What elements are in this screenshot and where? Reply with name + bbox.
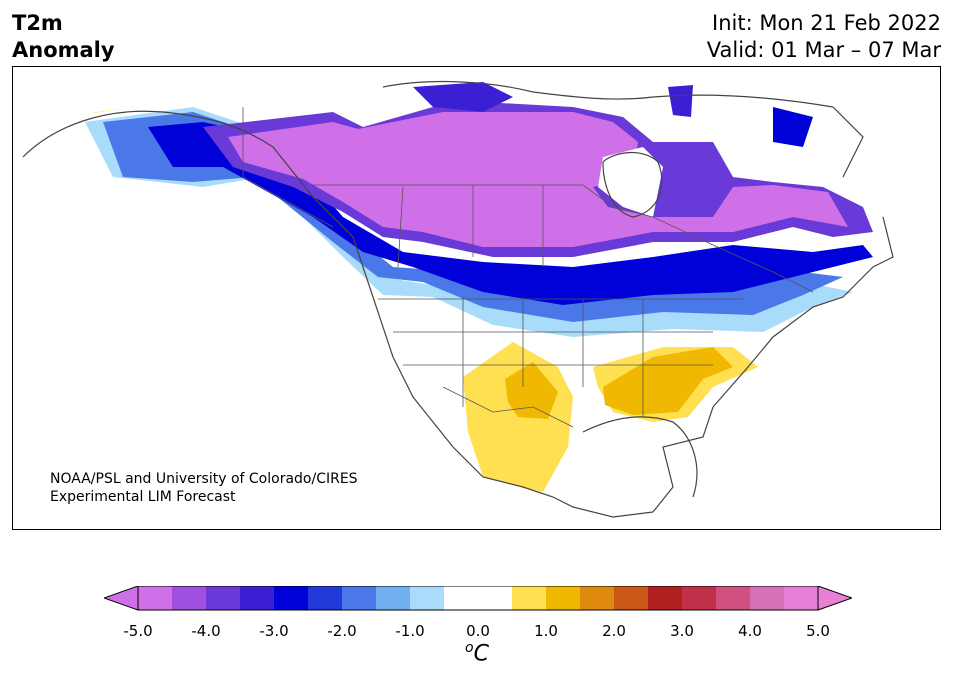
colorbar-tick-label: -5.0: [123, 622, 153, 640]
data-credit: NOAA/PSL and University of Colorado/CIRE…: [50, 470, 358, 506]
colorbar-segment: [342, 586, 377, 610]
colorbar-tick-label: -3.0: [259, 622, 289, 640]
colorbar-tick-label: -1.0: [395, 622, 425, 640]
cold-arctic-patch-2: [773, 107, 813, 147]
colorbar-segment: [648, 586, 683, 610]
cold-arctic-patch-3: [668, 85, 693, 117]
credit-line-1: NOAA/PSL and University of Colorado/CIRE…: [50, 471, 358, 487]
colorbar-tick-label: 5.0: [806, 622, 830, 640]
political-borders: [242, 107, 814, 428]
colorbar-tick-label: 4.0: [738, 622, 762, 640]
colorbar-segment: [274, 586, 309, 610]
colorbar-extend-left: [104, 586, 139, 611]
colorbar-segment: [546, 586, 581, 610]
colorbar-segment: [240, 586, 275, 610]
colorbar-tick-label: 3.0: [670, 622, 694, 640]
anomaly-map: NOAA/PSL and University of Colorado/CIRE…: [12, 66, 941, 530]
colorbar-segment: [784, 586, 819, 610]
colorbar-tick-label: 2.0: [602, 622, 626, 640]
cold-arctic-patch-1: [413, 82, 513, 112]
units-degree: o: [465, 640, 474, 656]
date-info: Init: Mon 21 Feb 2022 Valid: 01 Mar – 07…: [707, 10, 941, 64]
colorbar-segment: [580, 586, 615, 610]
colorbar-segment: [308, 586, 343, 610]
colorbar-segment: [172, 586, 207, 610]
valid-period: Valid: 01 Mar – 07 Mar: [706, 38, 941, 62]
colorbar-segment: [478, 586, 513, 610]
warm-core-southeast: [603, 347, 733, 415]
init-date: Init: Mon 21 Feb 2022: [712, 11, 941, 35]
colorbar-segment: [750, 586, 785, 610]
cold-band-deep: [148, 122, 873, 305]
colorbar-segment: [138, 586, 173, 610]
colorbar-segment: [410, 586, 445, 610]
colorbar-segment: [512, 586, 547, 610]
colorbar-tick-label: -4.0: [191, 622, 221, 640]
credit-line-2: Experimental LIM Forecast: [50, 489, 236, 505]
colorbar-segment: [682, 586, 717, 610]
colorbar-segment: [444, 586, 479, 610]
title-line-2: Anomaly: [12, 38, 115, 62]
colorbar-tick-label: -2.0: [327, 622, 357, 640]
warm-core-texas: [505, 362, 558, 419]
colorbar-segment: [716, 586, 751, 610]
colorbar-segment: [376, 586, 411, 610]
colorbar-tick-label: 1.0: [534, 622, 558, 640]
colorbar-segment: [206, 586, 241, 610]
colorbar-outline: [137, 586, 819, 611]
colorbar-tick-label: 0.0: [466, 622, 490, 640]
hudson-bay-gap: [598, 147, 663, 217]
units-label: oC: [465, 640, 489, 666]
colorbar-segment: [614, 586, 649, 610]
warm-spot-alaska: [83, 105, 143, 115]
coastlines: [22, 80, 894, 518]
map-svg: [22, 80, 894, 518]
colorbar-extend-right: [817, 586, 852, 611]
map-title: T2m Anomaly: [12, 10, 115, 64]
units-letter: C: [473, 641, 489, 667]
title-line-1: T2m: [12, 11, 63, 35]
colorbar: [104, 586, 852, 611]
cold-core-magenta: [228, 112, 848, 247]
